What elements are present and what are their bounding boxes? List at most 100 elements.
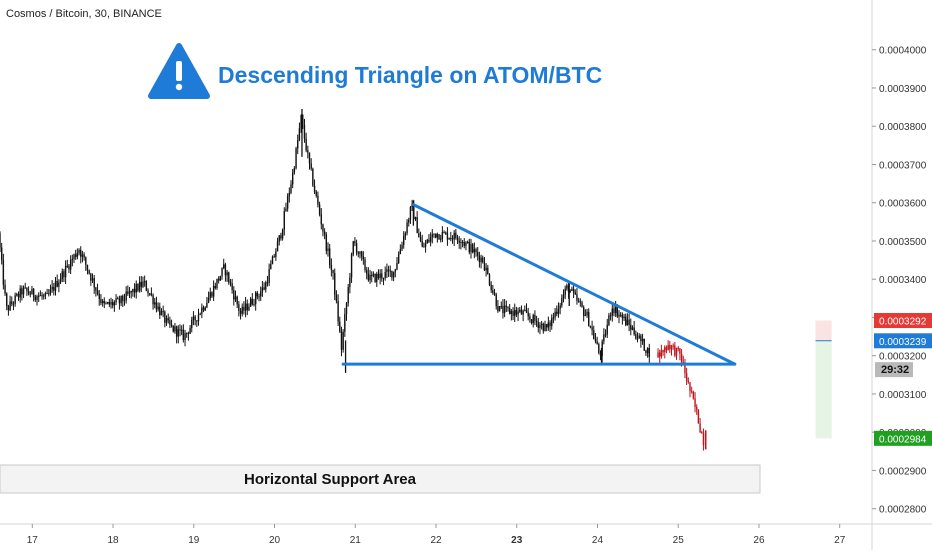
candle — [337, 294, 339, 326]
candle — [598, 342, 600, 355]
candle — [123, 293, 126, 306]
candle — [365, 267, 368, 280]
candle — [224, 262, 227, 282]
price-label-text: 0.0003292 — [879, 317, 927, 328]
candle — [307, 145, 309, 159]
candle — [14, 292, 16, 307]
candle — [280, 232, 282, 241]
candle — [619, 312, 622, 318]
time-tick-label: 19 — [188, 535, 200, 546]
candle — [142, 276, 144, 289]
candle — [508, 303, 511, 315]
candle — [522, 309, 524, 322]
candle — [451, 235, 454, 244]
candle — [95, 286, 97, 297]
candle — [103, 297, 105, 309]
candle — [394, 268, 396, 278]
countdown-label: 29:32 — [875, 362, 913, 378]
time-axis[interactable]: 17 18 19 20 21 22 23 24 25 26 27 — [27, 524, 846, 546]
candle — [551, 314, 553, 330]
candle — [128, 287, 131, 299]
candle — [302, 114, 304, 129]
symbol-title: Cosmos / Bitcoin, 30, BINANCE — [6, 8, 162, 20]
candle — [591, 320, 593, 336]
price-label-stop: 0.0003292 — [874, 313, 932, 329]
candle — [433, 233, 435, 238]
candle — [579, 298, 582, 307]
candle — [61, 268, 63, 283]
candle — [152, 293, 154, 310]
candle — [46, 288, 48, 295]
projection-candle — [690, 386, 693, 394]
candle — [480, 254, 482, 269]
projection-candle — [702, 428, 705, 451]
candle — [628, 313, 630, 332]
candle — [493, 288, 496, 296]
projection-candle — [692, 390, 695, 400]
candle — [212, 280, 215, 302]
candle — [349, 272, 351, 294]
candle — [625, 313, 627, 327]
candle — [520, 305, 523, 315]
candle — [80, 246, 82, 264]
candle — [260, 286, 262, 301]
candle — [71, 254, 74, 267]
candle — [498, 306, 501, 312]
candle — [473, 242, 476, 259]
candle — [414, 216, 417, 222]
candle — [618, 310, 620, 324]
candle — [344, 307, 346, 337]
candle — [604, 329, 607, 338]
candle — [179, 324, 181, 337]
candle — [317, 191, 319, 208]
candle — [73, 253, 75, 264]
candle — [589, 325, 592, 329]
candle — [233, 286, 235, 306]
support-area-box[interactable] — [0, 464, 761, 494]
projection-candle — [665, 345, 668, 354]
candle — [574, 289, 576, 295]
time-tick-label: 23 — [511, 535, 523, 546]
chart-title: Descending Triangle on ATOM/BTC — [218, 62, 602, 88]
candle — [419, 231, 422, 243]
projection-candle — [696, 404, 698, 415]
candle — [527, 307, 529, 321]
candle — [216, 278, 218, 290]
projection-candle — [697, 409, 700, 424]
price-tick-label: 0.0003800 — [879, 122, 927, 133]
price-tick-label: 0.0004000 — [879, 46, 927, 57]
candle — [408, 217, 410, 227]
candle — [120, 295, 122, 307]
candle — [371, 271, 373, 283]
candle — [167, 313, 169, 324]
price-tick-label: 0.0003500 — [879, 237, 927, 248]
candle — [357, 251, 359, 258]
candle — [261, 280, 264, 297]
candle — [446, 227, 449, 246]
candle — [372, 271, 375, 278]
candle — [115, 294, 117, 306]
candle — [83, 252, 85, 261]
candle — [424, 239, 427, 253]
candle — [243, 301, 245, 315]
candle — [409, 205, 412, 224]
candle — [159, 302, 161, 319]
candle — [540, 320, 543, 330]
price-labels: 0.0003292 0.0003239 0.0002984 — [874, 313, 932, 446]
price-tick-label: 0.0003600 — [879, 199, 927, 210]
price-label-text: 0.0003239 — [879, 337, 927, 348]
descending-trendline[interactable] — [411, 203, 737, 366]
candle — [86, 264, 89, 275]
candle — [96, 283, 99, 296]
price-tick-label: 0.0002800 — [879, 505, 927, 516]
candle — [231, 278, 233, 294]
candle — [376, 271, 378, 287]
candle — [382, 277, 385, 286]
candle — [401, 241, 403, 252]
candle — [510, 309, 513, 321]
candle — [150, 287, 153, 297]
projection-candle — [664, 345, 666, 359]
candle — [323, 228, 326, 240]
